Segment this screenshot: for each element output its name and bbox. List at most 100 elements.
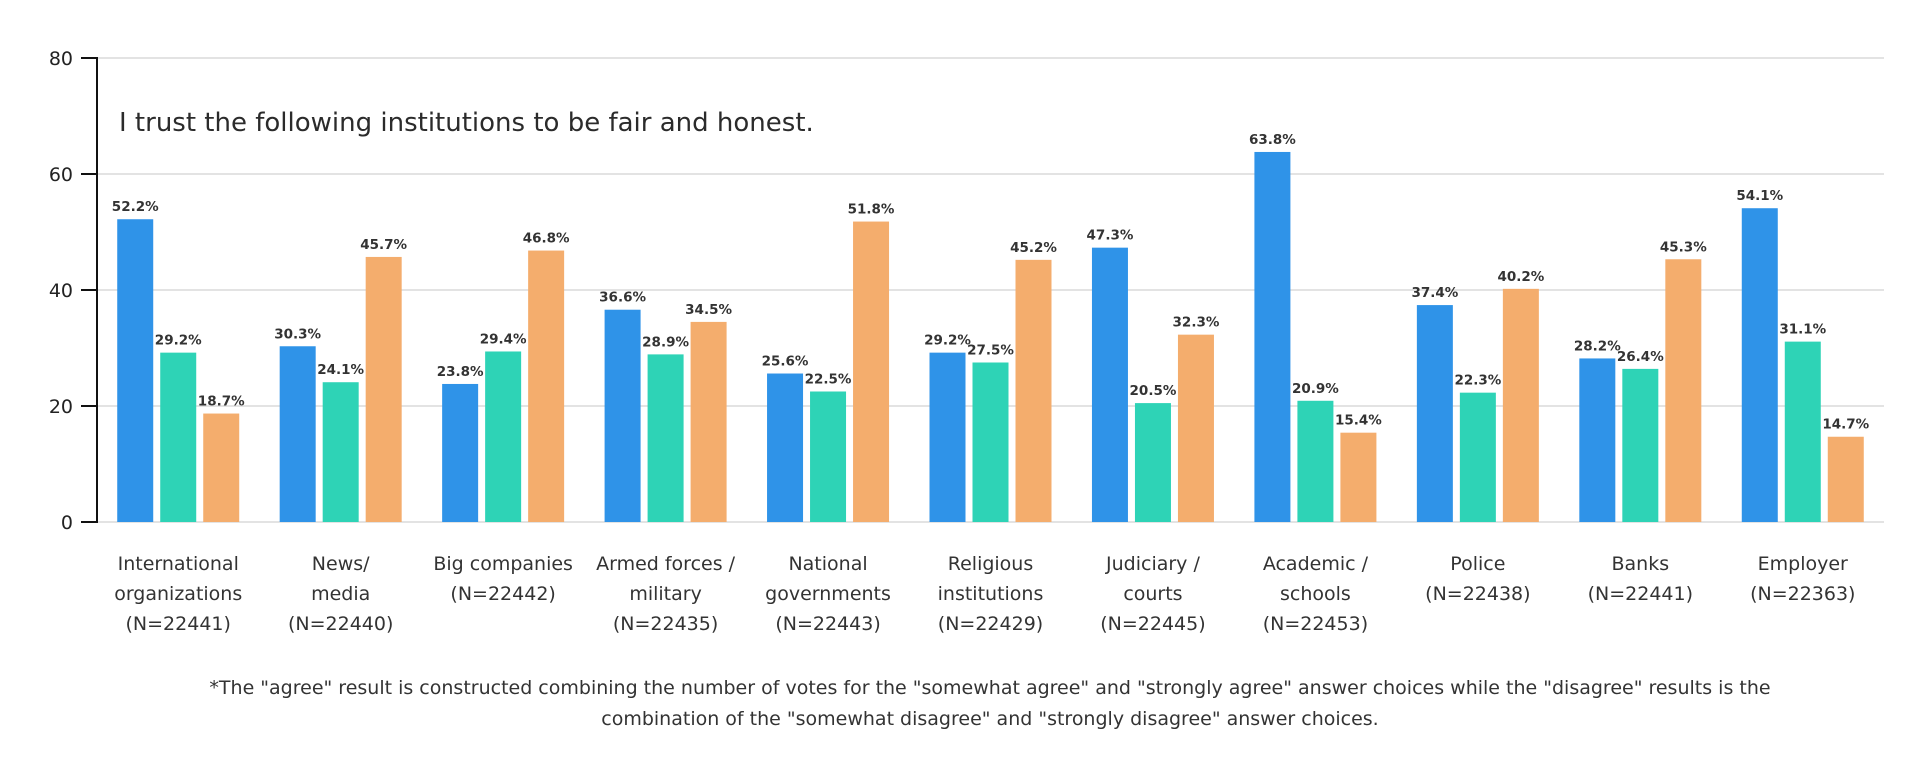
bar-series-3 <box>528 250 565 522</box>
x-category-label: courts <box>1123 583 1182 605</box>
bar-value-label: 63.8% <box>1249 132 1296 148</box>
bar-value-label: 28.2% <box>1574 338 1621 354</box>
bar-value-label: 15.4% <box>1335 413 1382 429</box>
bar-value-label: 29.2% <box>155 333 202 349</box>
x-category-label: International <box>118 553 239 575</box>
bar-series-2 <box>647 354 684 522</box>
bar-value-label: 52.2% <box>112 199 159 215</box>
x-category-label: Employer <box>1758 553 1848 575</box>
bar-value-label: 28.9% <box>642 334 689 350</box>
x-category-label: (N=22441) <box>1588 583 1693 605</box>
bar-value-label: 51.8% <box>848 202 895 218</box>
bar-value-label: 25.6% <box>762 354 809 370</box>
bar-series-3 <box>1015 259 1052 522</box>
bar-series-1 <box>1416 305 1453 522</box>
bar-series-1 <box>117 219 154 523</box>
x-category-label: Banks <box>1612 553 1670 575</box>
bar-value-label: 23.8% <box>437 364 484 380</box>
x-category-label: News/ <box>312 553 370 575</box>
bar-series-2 <box>1622 368 1659 522</box>
x-category-label: Judiciary / <box>1105 553 1200 575</box>
x-category-label: (N=22429) <box>938 613 1043 635</box>
bar-value-label: 20.9% <box>1292 381 1339 397</box>
y-axis: 0 20 40 60 80 <box>49 48 98 534</box>
bar-series-2 <box>1459 392 1496 522</box>
x-category-label: National <box>788 553 867 575</box>
bar-series-1 <box>279 346 316 522</box>
bar-series-2 <box>485 351 522 522</box>
bar-series-2 <box>972 362 1009 522</box>
x-category-label: media <box>311 583 370 605</box>
bar-series-1 <box>1579 358 1616 522</box>
x-category-label: (N=22443) <box>775 613 880 635</box>
y-tick-label: 20 <box>49 396 73 418</box>
bar-value-label: 37.4% <box>1411 285 1458 301</box>
bar-value-label: 18.7% <box>198 394 245 410</box>
bar-series-1 <box>1741 208 1778 522</box>
bar-value-label: 24.1% <box>317 362 364 378</box>
bar-value-label: 27.5% <box>967 343 1014 359</box>
x-category-label: (N=22453) <box>1263 613 1368 635</box>
bar-series-2 <box>810 391 847 522</box>
bar-value-label: 45.3% <box>1660 239 1707 255</box>
x-category-label: governments <box>765 583 891 605</box>
bar-value-label: 26.4% <box>1617 349 1664 365</box>
x-axis-labels: International organizations (N=22441) News/… <box>114 553 1855 635</box>
x-category-label: (N=22445) <box>1100 613 1205 635</box>
bar-series-3 <box>690 321 727 522</box>
x-category-label: (N=22435) <box>613 613 718 635</box>
bar-series-1 <box>767 373 804 522</box>
x-category-label: organizations <box>114 583 242 605</box>
y-tick-label: 60 <box>49 164 73 186</box>
x-category-label: Police <box>1450 553 1505 575</box>
y-tick-label: 40 <box>49 280 73 302</box>
bar-series-1 <box>1254 151 1291 522</box>
bar-value-label: 47.3% <box>1087 228 1134 244</box>
footnote-line: combination of the "somewhat disagree" a… <box>601 708 1378 730</box>
bar-value-label: 22.5% <box>805 372 852 388</box>
bar-series-2 <box>1784 341 1821 522</box>
x-category-label: schools <box>1280 583 1351 605</box>
bar-series-2 <box>1297 400 1334 522</box>
x-category-label: (N=22441) <box>126 613 231 635</box>
bars: 52.2% 30.3% 23.8% 36.6% 25.6% 29.2% 47.3% 63.8%… <box>112 132 1870 523</box>
x-category-label: military <box>629 583 702 605</box>
bar-series-3 <box>1827 436 1864 522</box>
x-category-label: (N=22438) <box>1425 583 1530 605</box>
bar-series-2 <box>160 352 197 522</box>
bar-series-2 <box>1134 403 1171 522</box>
bar-series-3 <box>1665 259 1702 522</box>
y-tick-label: 80 <box>49 48 73 70</box>
bar-series-1 <box>1091 247 1128 522</box>
bar-value-label: 36.6% <box>599 290 646 306</box>
bar-value-label: 40.2% <box>1497 269 1544 285</box>
bar-value-label: 46.8% <box>523 231 570 247</box>
bar-series-3 <box>1502 288 1539 522</box>
bar-value-label: 54.1% <box>1736 188 1783 204</box>
footnote-line: *The "agree" result is constructed combi… <box>209 677 1770 699</box>
bar-value-label: 30.3% <box>274 326 321 342</box>
x-category-label: Big companies <box>433 553 573 575</box>
bar-series-1 <box>604 309 641 522</box>
bar-value-label: 45.2% <box>1010 240 1057 256</box>
bar-series-3 <box>203 413 240 522</box>
x-category-label: Academic / <box>1263 553 1369 575</box>
bar-series-3 <box>1340 432 1377 522</box>
bar-series-3 <box>1177 334 1214 522</box>
x-category-label: Armed forces / <box>596 553 736 575</box>
bar-value-label: 34.5% <box>685 302 732 318</box>
bar-series-3 <box>853 221 890 522</box>
x-category-label: (N=22440) <box>288 613 393 635</box>
x-category-label: (N=22363) <box>1750 583 1855 605</box>
x-category-label: Religious <box>948 553 1034 575</box>
bar-series-1 <box>929 352 966 522</box>
bar-value-label: 32.3% <box>1173 315 1220 331</box>
bar-value-label: 29.4% <box>480 331 527 347</box>
bar-series-1 <box>442 383 479 522</box>
x-category-label: (N=22442) <box>450 583 555 605</box>
bar-series-2 <box>322 382 359 522</box>
bar-value-label: 22.3% <box>1454 373 1501 389</box>
bar-series-3 <box>365 256 402 522</box>
y-tick-label: 0 <box>61 512 73 534</box>
